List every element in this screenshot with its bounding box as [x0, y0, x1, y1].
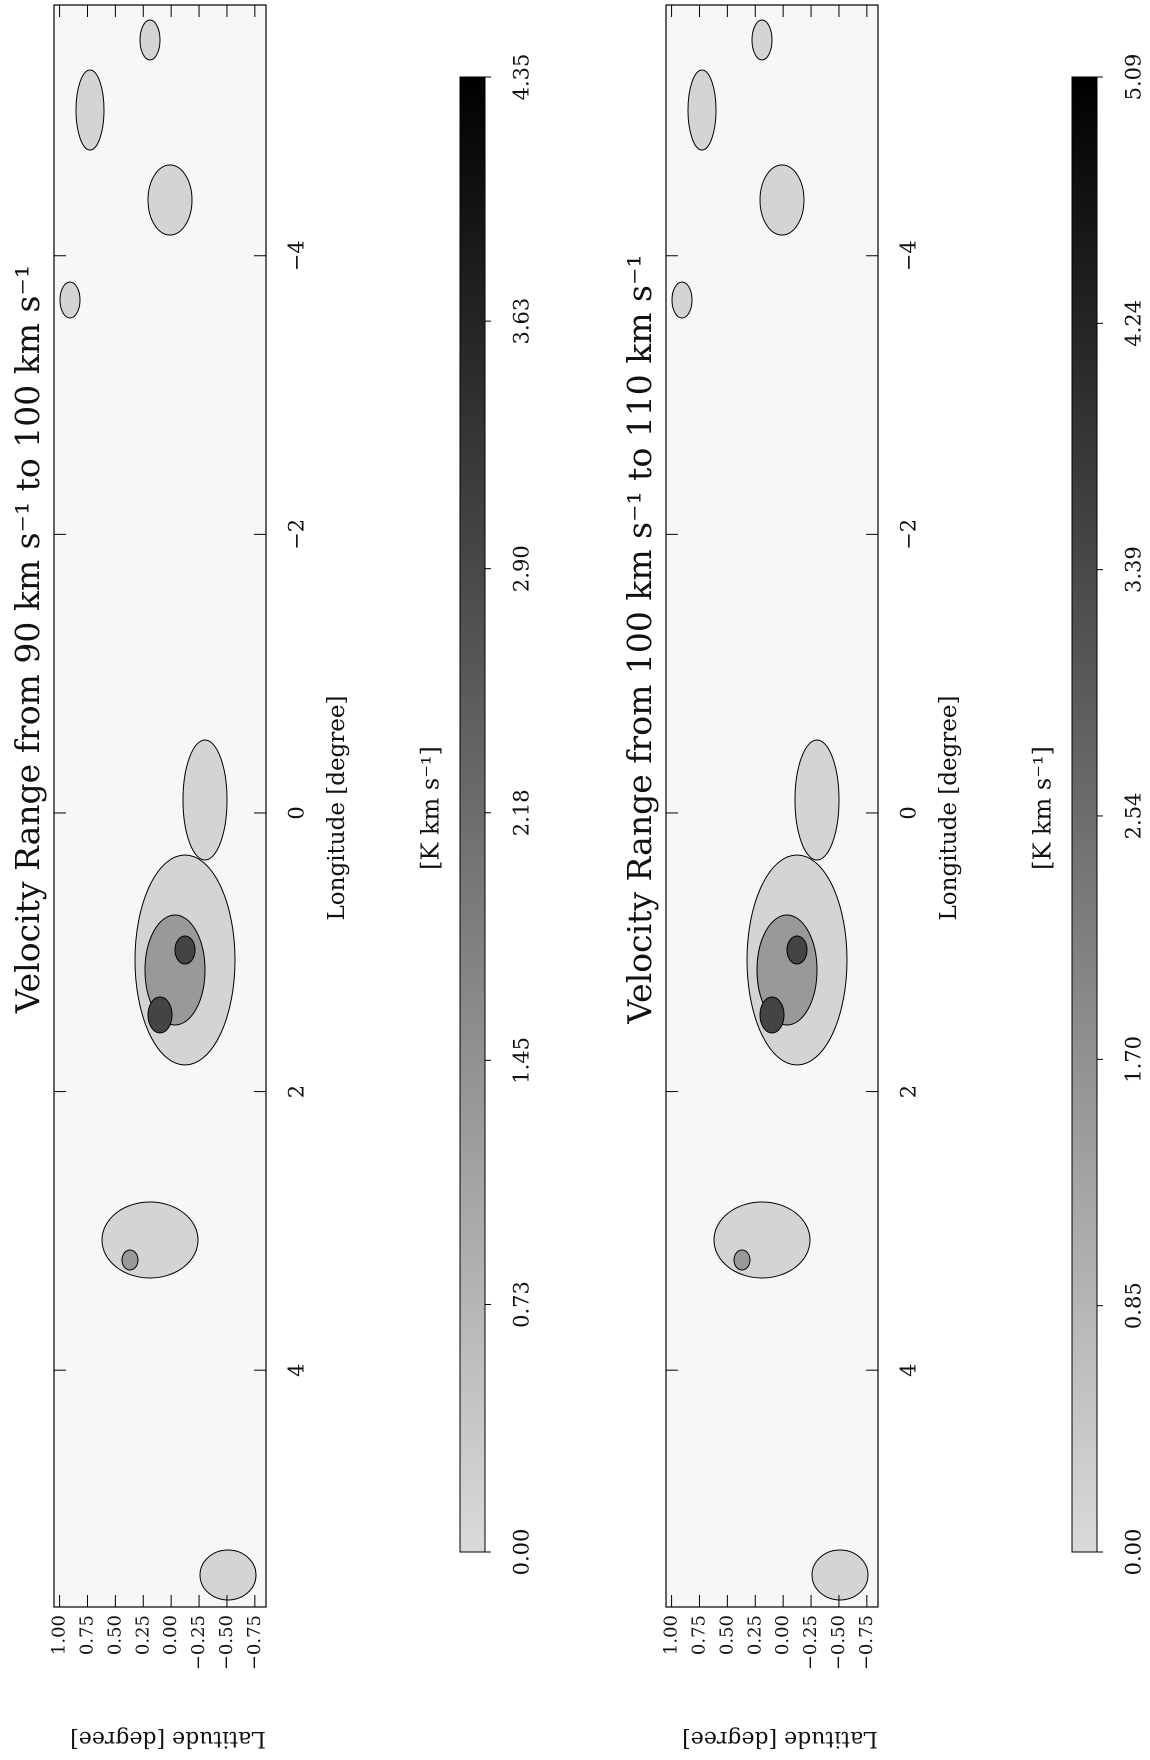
x-tick-label: 4	[285, 1363, 309, 1376]
panel-title: Velocity Range from 100 km s⁻¹ to 110 km…	[620, 254, 659, 1024]
y-tick-label: 0.75	[688, 1615, 709, 1655]
x-tick-label: −2	[285, 519, 309, 550]
y-tick-label: 0.00	[160, 1615, 181, 1655]
y-axis-label: Latitude [degree]	[70, 1726, 266, 1751]
colorbar-tick-label: 0.85	[1122, 1282, 1146, 1329]
colorbar-tick-label: 2.54	[1122, 793, 1146, 840]
y-tick-label: 0.25	[132, 1615, 153, 1655]
colorbar	[1071, 76, 1098, 1553]
x-tick-label: 4	[897, 1363, 921, 1376]
x-tick-label: −4	[897, 240, 921, 271]
y-axis-label: Latitude [degree]	[682, 1726, 878, 1751]
map-frame	[665, 4, 879, 1608]
y-tick-label: −0.75	[856, 1615, 877, 1670]
y-tick-label: 1.00	[49, 1615, 70, 1655]
colorbar-tick-label: 3.63	[510, 298, 534, 345]
y-tick-label: 0.25	[744, 1615, 765, 1655]
panel-title: Velocity Range from 90 km s⁻¹ to 100 km …	[8, 265, 47, 1014]
colorbar	[459, 76, 486, 1553]
x-tick-label: −2	[897, 519, 921, 550]
x-axis-label: Longitude [degree]	[324, 696, 350, 921]
x-axis-label: Longitude [degree]	[936, 696, 962, 921]
y-tick-label: −0.25	[800, 1615, 821, 1670]
y-tick-label: −0.50	[216, 1615, 237, 1670]
colorbar-label: [K km s⁻¹]	[417, 746, 445, 870]
colorbar-tick-label: 5.09	[1122, 54, 1146, 101]
colorbar-label: [K km s⁻¹]	[1029, 746, 1057, 870]
y-tick-label: 0.75	[76, 1615, 97, 1655]
colorbar-tick-label: 0.73	[510, 1281, 534, 1328]
y-tick-label: −0.75	[244, 1615, 265, 1670]
y-tick-label: −0.25	[188, 1615, 209, 1670]
colorbar-tick-label: 2.18	[510, 789, 534, 836]
y-tick-label: 1.00	[661, 1615, 682, 1655]
colorbar-tick-label: 4.35	[510, 54, 534, 101]
colorbar-tick-label: 1.70	[1122, 1036, 1146, 1083]
colorbar-tick-label: 4.24	[1122, 300, 1146, 347]
y-tick-label: 0.50	[716, 1615, 737, 1655]
colorbar-tick-label: 0.00	[1122, 1529, 1146, 1576]
y-tick-label: −0.50	[828, 1615, 849, 1670]
map-frame	[53, 4, 267, 1608]
x-tick-label: 0	[897, 806, 921, 819]
colorbar-tick-label: 0.00	[510, 1529, 534, 1576]
y-tick-label: 0.00	[772, 1615, 793, 1655]
x-tick-label: 2	[285, 1085, 309, 1098]
rotated-figure: Velocity Range from 90 km s⁻¹ to 100 km …	[8, 4, 1146, 1751]
colorbar-tick-label: 2.90	[510, 545, 534, 592]
x-tick-label: 0	[285, 806, 309, 819]
colorbar-tick-label: 1.45	[510, 1037, 534, 1084]
x-tick-label: 2	[897, 1085, 921, 1098]
colorbar-tick-label: 3.39	[1122, 546, 1146, 593]
x-tick-label: −4	[285, 240, 309, 271]
y-tick-label: 0.50	[104, 1615, 125, 1655]
